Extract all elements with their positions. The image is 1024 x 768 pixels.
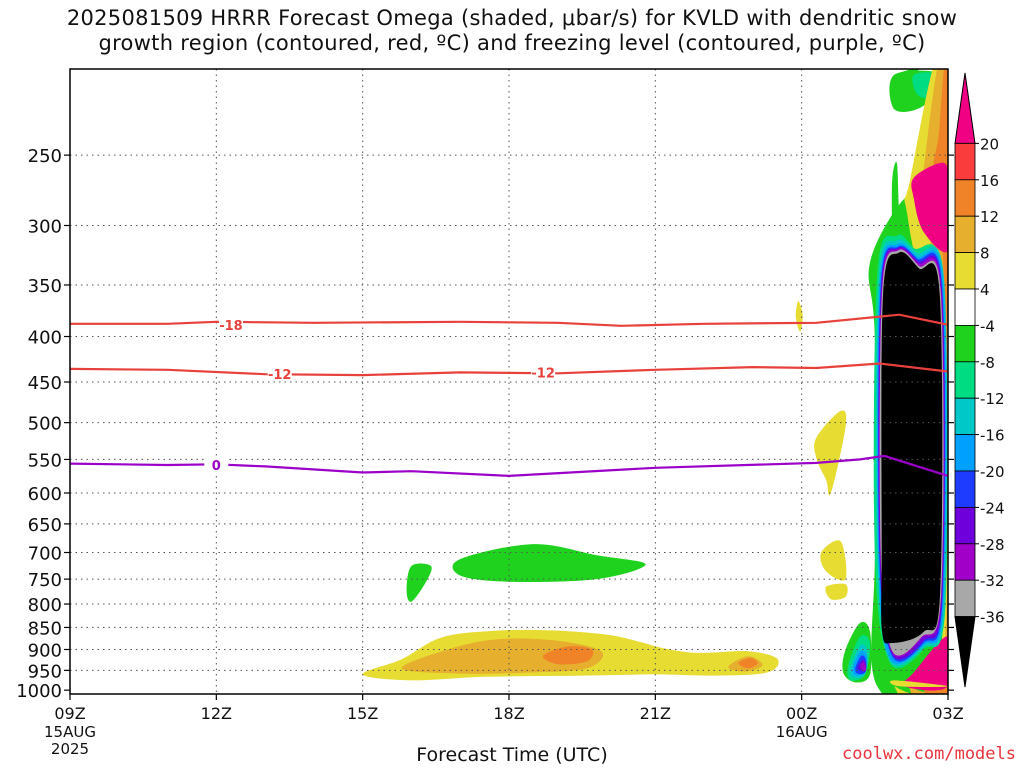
plot-area: -18 -12 -12 0 — [70, 69, 948, 694]
x-tick-year-09Z: 2025 — [51, 740, 89, 758]
colorbar-tick-label--28: -28 — [980, 536, 1005, 554]
colorbar-tick-label--36: -36 — [980, 609, 1005, 627]
colorbar-tick-label-4: 4 — [980, 281, 990, 299]
y-tick-label-1000: 1000 — [16, 681, 62, 702]
colorbar-tick-label--16: -16 — [980, 427, 1005, 445]
contour--12 — [70, 362, 948, 377]
contour-label-bg-0-0 — [204, 457, 229, 472]
colorbar-tick-label--32: -32 — [980, 572, 1005, 590]
chart-title-line-2: growth region (contoured, red, ºC) and f… — [98, 31, 926, 55]
contour-label--12-1: -12 — [531, 366, 555, 381]
y-tick-label-650: 650 — [28, 515, 62, 536]
colorbar-tick-label-12: 12 — [980, 208, 999, 226]
colorbar: 20 16 12 8 4 -4 -8 -12 -16 -20 -24 -28 -32 -36 — [954, 72, 1005, 688]
omega-region-9 — [452, 544, 646, 582]
y-tick-label-550: 550 — [28, 450, 62, 471]
colorbar-swatch-13 — [954, 579, 976, 618]
colorbar-swatch-10 — [954, 470, 976, 508]
contour-label--12-0: -12 — [268, 368, 292, 383]
x-tick-label-15Z: 15Z — [347, 704, 378, 723]
y-tick-label-350: 350 — [28, 276, 62, 297]
colorbar-tick-label-20: 20 — [980, 135, 999, 153]
colorbar-swatch-3 — [954, 215, 976, 253]
colorbar-swatch-4 — [954, 252, 976, 290]
y-tick-label-700: 700 — [28, 544, 62, 565]
omega-region-4 — [738, 657, 758, 669]
x-tick-date-09Z: 15AUG — [44, 723, 96, 741]
colorbar-tick-label-8: 8 — [980, 245, 990, 263]
contour-label-bg--18-0 — [218, 317, 243, 332]
colorbar-swatch-7 — [954, 361, 976, 399]
colorbar-swatch-bottom — [954, 616, 976, 688]
colorbar-tick-label--4: -4 — [980, 317, 995, 335]
x-axis-label: Forecast Time (UTC) — [416, 744, 608, 766]
y-tick-label-850: 850 — [28, 618, 62, 639]
colorbar-swatch-11 — [954, 506, 976, 545]
colorbar-swatch-5 — [954, 288, 976, 326]
y-tick-label-250: 250 — [28, 146, 62, 167]
colorbar-swatch-top — [954, 72, 976, 144]
y-tick-label-900: 900 — [28, 640, 62, 661]
colorbar-swatch-12 — [954, 543, 976, 581]
colorbar-swatch-9 — [954, 434, 976, 472]
y-tick-label-300: 300 — [28, 216, 62, 237]
y-tick-label-450: 450 — [28, 373, 62, 394]
x-tick-label-12Z: 12Z — [201, 704, 232, 723]
colorbar-swatch-1 — [954, 142, 976, 181]
omega-region-36 — [881, 251, 943, 644]
watermark: coolwx.com/models — [842, 744, 1016, 764]
omega-region-7 — [820, 540, 847, 581]
colorbar-swatch-6 — [954, 324, 976, 363]
colorbar-tick-label--12: -12 — [980, 390, 1005, 408]
x-tick-label-09Z: 09Z — [54, 704, 85, 723]
colorbar-tick-label--24: -24 — [980, 499, 1005, 517]
y-tick-label-750: 750 — [28, 570, 62, 591]
colorbar-tick-label--8: -8 — [980, 354, 995, 372]
y-tick-label-950: 950 — [28, 661, 62, 682]
omega-region-28 — [889, 680, 948, 688]
x-tick-label-00Z: 00Z — [786, 704, 817, 723]
chart-title: 2025081509 HRRR Forecast Omega (shaded, … — [0, 6, 1024, 56]
x-tick-label-03Z: 03Z — [932, 704, 963, 723]
omega-region-1 — [401, 638, 604, 674]
x-tick-date-00Z: 16AUG — [776, 723, 828, 741]
contour-label-bg--12-0 — [267, 367, 292, 382]
omega-region-6 — [814, 410, 847, 496]
chart-title-line-1: 2025081509 HRRR Forecast Omega (shaded, … — [66, 6, 958, 30]
contour-label-0-0: 0 — [212, 459, 221, 474]
y-tick-label-600: 600 — [28, 484, 62, 505]
omega-region-10 — [406, 563, 432, 602]
contour--18 — [70, 313, 948, 327]
omega-region-26 — [911, 162, 948, 253]
colorbar-swatch-2 — [954, 179, 976, 217]
y-tick-label-800: 800 — [28, 595, 62, 616]
omega-region-17 — [860, 662, 867, 672]
contour-label--18-0: -18 — [219, 319, 243, 334]
y-tick-label-500: 500 — [28, 414, 62, 435]
x-tick-label-18Z: 18Z — [493, 704, 524, 723]
x-tick-label-21Z: 21Z — [640, 704, 671, 723]
omega-region-3 — [542, 646, 594, 665]
omega-region-5 — [795, 301, 803, 332]
contour-label-bg--12-1 — [531, 365, 556, 380]
colorbar-tick-label--20: -20 — [980, 463, 1005, 481]
colorbar-swatch-8 — [954, 397, 976, 436]
colorbar-tick-label-16: 16 — [980, 172, 999, 190]
omega-region-27 — [902, 636, 948, 691]
omega-region-8 — [825, 583, 848, 600]
y-tick-label-400: 400 — [28, 328, 62, 349]
